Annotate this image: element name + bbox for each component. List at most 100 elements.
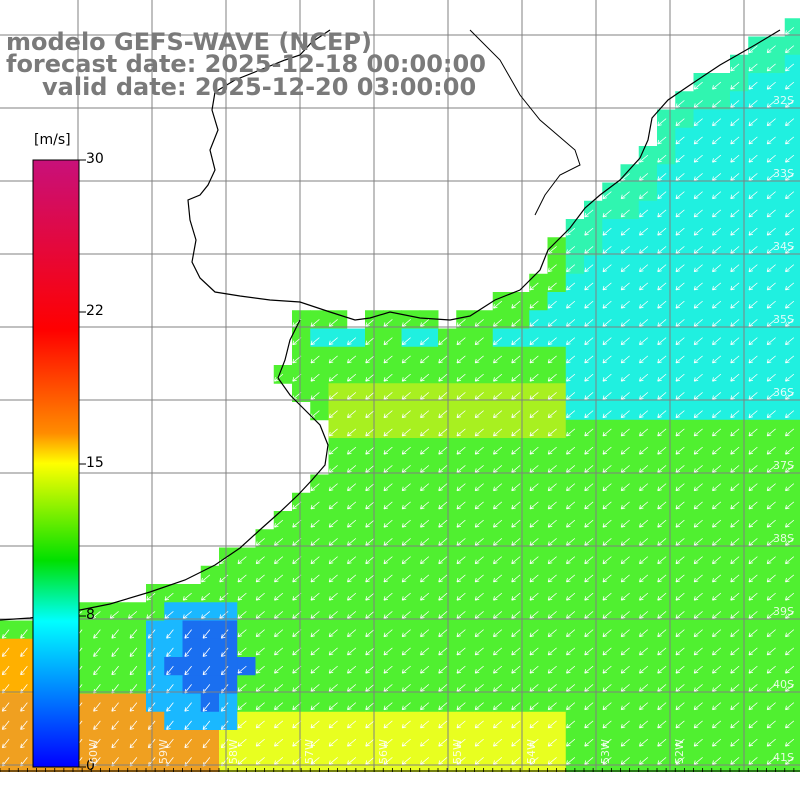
wind-cell — [346, 474, 366, 494]
wind-arrow — [785, 173, 795, 181]
wind-cell — [657, 675, 676, 694]
wind-cell — [602, 456, 621, 475]
wind-cell — [693, 456, 713, 475]
wind-arrow — [529, 465, 539, 473]
wind-cell — [602, 328, 621, 348]
wind-arrow — [328, 611, 338, 619]
wind-cell — [438, 693, 457, 713]
wind-cell — [748, 584, 767, 603]
wind-cell — [547, 365, 567, 384]
wind-arrow — [310, 592, 320, 601]
wind-arrow — [693, 282, 703, 291]
wind-arrow — [766, 611, 776, 619]
wind-arrow — [474, 410, 484, 419]
wind-cell — [766, 292, 786, 311]
wind-arrow — [511, 538, 521, 546]
wind-arrow — [474, 538, 484, 546]
wind-arrow — [93, 702, 101, 712]
wind-arrow — [420, 738, 430, 747]
wind-arrow — [310, 629, 320, 638]
wind-arrow — [474, 428, 484, 437]
wind-cell — [711, 127, 731, 147]
wind-cell — [456, 529, 475, 548]
wind-arrow — [639, 246, 649, 254]
wind-cell — [419, 657, 439, 676]
wind-cell — [638, 748, 658, 767]
wind-cell — [711, 164, 731, 183]
wind-cell — [602, 529, 621, 548]
wind-arrow — [202, 702, 211, 712]
wind-cell — [657, 292, 676, 311]
wind-cell — [602, 383, 621, 402]
wind-cell — [383, 675, 402, 694]
wind-cell — [310, 365, 329, 384]
wind-cell — [584, 383, 603, 402]
wind-cell — [748, 620, 767, 640]
wind-cell — [492, 730, 512, 749]
wind-cell — [511, 565, 530, 585]
wind-arrow — [730, 63, 740, 72]
wind-cell — [383, 565, 402, 585]
wind-cell — [383, 511, 402, 530]
wind-cell — [766, 456, 786, 475]
wind-cell — [383, 310, 402, 329]
wind-arrow — [166, 647, 174, 657]
wind-cell — [711, 182, 731, 202]
wind-cell — [766, 638, 786, 658]
wind-arrow — [401, 629, 411, 638]
wind-cell — [310, 529, 329, 548]
wind-arrow — [511, 428, 521, 437]
wind-arrow — [766, 574, 776, 583]
wind-arrow — [602, 501, 612, 510]
wind-cell — [438, 492, 457, 512]
wind-cell — [748, 109, 767, 129]
wind-arrow — [693, 647, 703, 656]
wind-arrow — [202, 665, 211, 676]
wind-arrow — [693, 300, 703, 309]
wind-arrow — [712, 154, 722, 163]
wind-arrow — [493, 757, 503, 765]
wind-cell — [511, 748, 530, 767]
wind-arrow — [602, 720, 612, 729]
wind-cell — [657, 273, 676, 293]
wind-arrow — [657, 154, 667, 163]
wind-cell — [511, 365, 530, 384]
wind-arrow — [785, 81, 795, 90]
wind-cell — [273, 730, 293, 749]
wind-cell — [565, 292, 585, 311]
wind-cell — [675, 419, 694, 439]
wind-cell — [328, 310, 348, 329]
lon-label: 55W — [451, 739, 464, 764]
wind-cell — [383, 492, 402, 512]
wind-arrow — [129, 647, 138, 657]
wind-cell — [657, 200, 676, 220]
wind-arrow — [438, 519, 448, 528]
wind-arrow — [347, 337, 357, 346]
wind-cell — [565, 565, 585, 585]
wind-arrow — [584, 300, 594, 309]
wind-arrow — [456, 738, 466, 747]
wind-cell — [237, 638, 256, 658]
wind-arrow — [201, 574, 211, 583]
wind-arrow — [657, 629, 667, 638]
wind-arrow — [493, 519, 503, 528]
wind-arrow — [529, 428, 539, 437]
wind-cell — [529, 365, 548, 384]
wind-arrow — [529, 556, 539, 565]
wind-arrow — [748, 246, 758, 254]
wind-cell — [657, 456, 676, 475]
wind-arrow — [766, 665, 776, 674]
wind-arrow — [639, 611, 649, 619]
wind-arrow — [785, 592, 795, 601]
wind-cell — [328, 584, 348, 603]
wind-arrow — [748, 611, 758, 619]
wind-arrow — [474, 592, 484, 601]
wind-arrow — [584, 665, 594, 674]
wind-cell — [492, 292, 512, 311]
wind-cell — [675, 511, 694, 530]
wind-arrow — [675, 173, 685, 181]
wind-cell — [620, 346, 640, 366]
wind-cell — [620, 675, 640, 694]
wind-arrow — [529, 629, 539, 638]
wind-cell — [346, 602, 366, 621]
